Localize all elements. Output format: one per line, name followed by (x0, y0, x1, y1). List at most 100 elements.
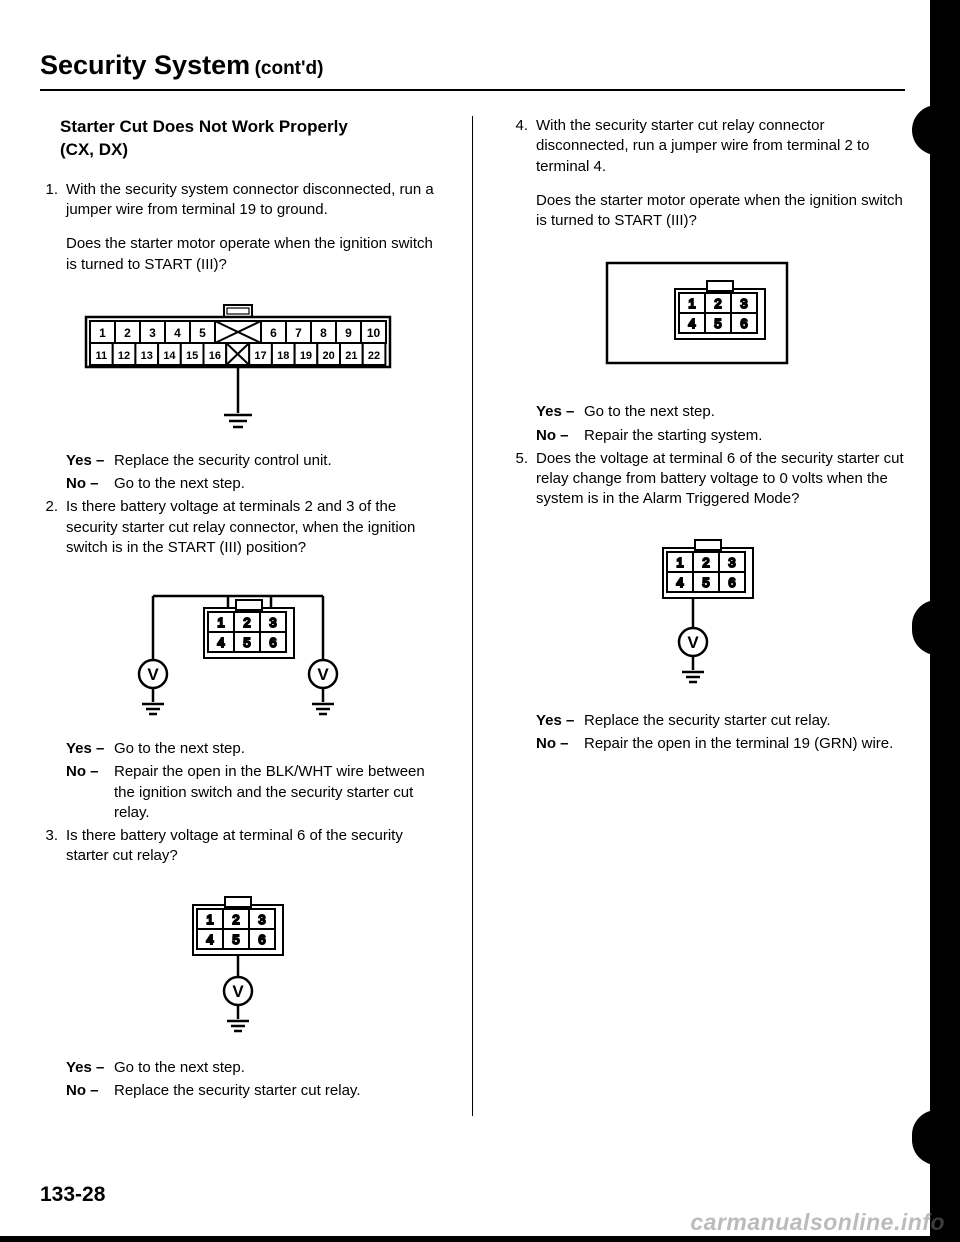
svg-text:5: 5 (243, 635, 250, 650)
step-3: 3. Is there battery voltage at terminal … (40, 826, 435, 881)
no-text: Repair the starting system. (584, 426, 905, 446)
page-title: Security System (40, 50, 250, 80)
step-number: 1. (40, 180, 66, 289)
no-label: No – (536, 426, 584, 446)
svg-text:6: 6 (270, 326, 277, 340)
no-label: No – (536, 734, 584, 754)
subheading: Starter Cut Does Not Work Properly (CX, … (60, 116, 435, 162)
step-text: Is there battery voltage at terminal 6 o… (66, 826, 435, 867)
svg-text:4: 4 (217, 635, 224, 650)
yes-label: Yes – (66, 1058, 114, 1078)
no-text: Go to the next step. (114, 474, 435, 494)
column-divider (472, 116, 473, 1116)
no-label: No – (66, 1081, 114, 1101)
yes-label: Yes – (536, 711, 584, 731)
svg-text:4: 4 (676, 575, 683, 590)
svg-text:1: 1 (688, 296, 695, 311)
svg-text:7: 7 (295, 326, 302, 340)
yes-text: Replace the security control unit. (114, 451, 435, 471)
yes-text: Replace the security starter cut relay. (584, 711, 905, 731)
no-line: No – Repair the open in the BLK/WHT wire… (66, 762, 435, 823)
svg-text:1: 1 (676, 555, 683, 570)
step-4: 4. With the security starter cut relay c… (510, 116, 905, 245)
step-number: 3. (40, 826, 66, 881)
yes-text: Go to the next step. (114, 739, 435, 759)
svg-text:1: 1 (99, 326, 106, 340)
svg-text:22: 22 (367, 350, 379, 362)
svg-text:V: V (317, 665, 329, 684)
connector-6pin-2probe-diagram: 1 2 3 4 5 6 V V (40, 586, 435, 721)
connector-22pin-diagram: 12345678910111213141516171819202122 (40, 303, 435, 433)
svg-text:17: 17 (254, 350, 266, 362)
svg-text:2: 2 (243, 615, 250, 630)
page-number: 133-28 (40, 1183, 105, 1207)
svg-text:19: 19 (299, 350, 311, 362)
connector-6pin-box-diagram: 1 2 3 4 5 6 (510, 259, 905, 384)
no-line: No – Go to the next step. (66, 474, 435, 494)
step-2: 2. Is there battery voltage at terminals… (40, 497, 435, 572)
svg-text:12: 12 (117, 350, 129, 362)
svg-text:3: 3 (149, 326, 156, 340)
step-number: 2. (40, 497, 66, 572)
svg-text:4: 4 (206, 932, 213, 947)
svg-text:3: 3 (740, 296, 747, 311)
left-column: Starter Cut Does Not Work Properly (CX, … (40, 116, 435, 1116)
step-text: Is there battery voltage at terminals 2 … (66, 497, 435, 558)
svg-text:11: 11 (95, 350, 107, 362)
step-number: 4. (510, 116, 536, 245)
svg-text:20: 20 (322, 350, 334, 362)
svg-text:21: 21 (345, 350, 357, 362)
svg-text:1: 1 (217, 615, 224, 630)
svg-text:16: 16 (208, 350, 220, 362)
svg-text:14: 14 (163, 350, 176, 362)
connector-6pin-1probe-diagram: 1 2 3 4 5 6 V (40, 895, 435, 1040)
svg-text:4: 4 (174, 326, 181, 340)
no-text: Replace the security starter cut relay. (114, 1081, 435, 1101)
title-rule (40, 89, 905, 91)
svg-text:3: 3 (258, 912, 265, 927)
yes-label: Yes – (66, 739, 114, 759)
yes-line: Yes – Replace the security starter cut r… (536, 711, 905, 731)
step-number: 5. (510, 449, 536, 524)
yes-text: Go to the next step. (114, 1058, 435, 1078)
svg-text:2: 2 (124, 326, 131, 340)
no-label: No – (66, 762, 114, 823)
svg-text:2: 2 (702, 555, 709, 570)
step-text: Does the voltage at terminal 6 of the se… (536, 449, 905, 510)
yes-line: Yes – Replace the security control unit. (66, 451, 435, 471)
step-text: With the security system connector disco… (66, 180, 435, 221)
svg-text:2: 2 (714, 296, 721, 311)
watermark: carmanualsonline.info (690, 1209, 945, 1236)
svg-text:3: 3 (728, 555, 735, 570)
yes-label: Yes – (66, 451, 114, 471)
svg-text:1: 1 (206, 912, 213, 927)
svg-text:9: 9 (345, 326, 352, 340)
svg-text:18: 18 (277, 350, 289, 362)
svg-text:3: 3 (269, 615, 276, 630)
svg-text:V: V (687, 633, 699, 652)
svg-text:13: 13 (140, 350, 152, 362)
yes-line: Yes – Go to the next step. (536, 402, 905, 422)
svg-text:6: 6 (740, 316, 747, 331)
svg-text:V: V (232, 982, 244, 1001)
svg-text:5: 5 (232, 932, 239, 947)
svg-text:5: 5 (199, 326, 206, 340)
step-1: 1. With the security system connector di… (40, 180, 435, 289)
right-column: 4. With the security starter cut relay c… (510, 116, 905, 1116)
yes-text: Go to the next step. (584, 402, 905, 422)
no-line: No – Repair the starting system. (536, 426, 905, 446)
yes-line: Yes – Go to the next step. (66, 1058, 435, 1078)
subheading-line: Starter Cut Does Not Work Properly (60, 116, 435, 139)
no-text: Repair the open in the terminal 19 (GRN)… (584, 734, 905, 754)
yes-label: Yes – (536, 402, 584, 422)
step-5: 5. Does the voltage at terminal 6 of the… (510, 449, 905, 524)
svg-text:5: 5 (702, 575, 709, 590)
no-label: No – (66, 474, 114, 494)
svg-text:6: 6 (258, 932, 265, 947)
svg-text:8: 8 (320, 326, 327, 340)
svg-text:2: 2 (232, 912, 239, 927)
no-line: No – Replace the security starter cut re… (66, 1081, 435, 1101)
connector-6pin-1probe-offset-diagram: 1 2 3 4 5 6 V (510, 538, 905, 693)
svg-text:6: 6 (728, 575, 735, 590)
svg-text:V: V (147, 665, 159, 684)
